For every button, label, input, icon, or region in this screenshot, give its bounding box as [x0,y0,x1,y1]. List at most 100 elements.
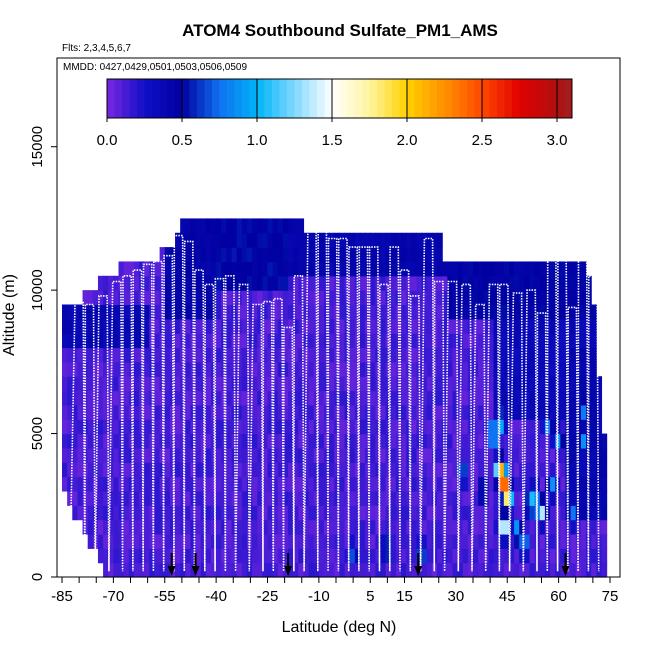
heatmap-cell [133,533,140,549]
heatmap-cell [103,505,109,521]
heatmap-cell [144,261,150,277]
heatmap-cell [591,505,597,521]
heatmap-cell [200,519,207,535]
heatmap-cell [375,562,382,578]
heatmap-cell [257,247,263,263]
heatmap-cell [72,333,79,349]
heatmap-cell [539,304,546,320]
heatmap-cell [113,476,120,492]
heatmap-cell [200,361,207,377]
heatmap-cell [252,261,258,277]
heatmap-cell [159,376,166,392]
heatmap-cell [380,419,387,435]
heatmap-cell [354,390,361,406]
heatmap-cell [303,433,310,449]
heatmap-cell [241,447,248,463]
heatmap-cell [293,404,299,420]
heatmap-cell [133,347,140,363]
heatmap-cell [406,275,412,291]
heatmap-cell [390,433,397,449]
heatmap-cell [339,318,346,334]
heatmap-cell [282,261,289,277]
heatmap-cell [508,361,515,377]
heatmap-cell [97,390,104,406]
heatmap-cell [308,247,315,263]
heatmap-cell [395,275,402,291]
heatmap-cell [190,519,197,535]
heatmap-cell [385,533,392,549]
heatmap-cell [97,290,104,306]
colorbar-segment [167,79,175,118]
heatmap-cell [344,476,351,492]
heatmap-cell [365,275,371,291]
colorbar-tick-label: 2.5 [472,132,493,149]
heatmap-cell [236,462,243,478]
heatmap-cell [447,318,454,334]
heatmap-cell [329,318,335,334]
heatmap-cell [195,261,202,277]
heatmap-cell [555,304,561,320]
heatmap-cell [246,404,253,420]
heatmap-cell [123,533,130,549]
heatmap-cell [277,490,284,506]
heatmap-cell [529,419,536,435]
heatmap-cell [180,261,186,277]
y-axis-label: Altitude (m) [1,274,18,356]
heatmap-cell [257,433,263,449]
heatmap-cell [97,275,104,291]
heatmap-cell [359,433,366,449]
heatmap-cell [231,347,238,363]
heatmap-cell [62,333,68,349]
heatmap-cell [544,318,551,334]
heatmap-cell [149,519,156,535]
heatmap-cell [159,462,166,478]
heatmap-cell [267,519,274,535]
heatmap-cell [282,490,289,506]
heatmap-cell [334,562,341,578]
heatmap-cell [401,304,407,320]
heatmap-cell [87,361,94,377]
heatmap-cell [133,519,140,535]
heatmap-cell [488,290,495,306]
heatmap-cell [272,347,279,363]
heatmap-cell [92,390,99,406]
heatmap-cell [133,433,140,449]
heatmap-cell [498,447,505,463]
heatmap-cell [277,433,284,449]
heatmap-cell [339,490,346,506]
heatmap-cell [519,433,525,449]
heatmap-cell [164,304,171,320]
heatmap-cell [298,275,305,291]
heatmap-cell [87,404,94,420]
heatmap-cell [544,404,551,420]
heatmap-cell [277,376,284,392]
heatmap-cell [503,447,510,463]
heatmap-cell [539,376,546,392]
heatmap-cell [226,548,233,564]
heatmap-cell [508,548,515,564]
heatmap-cell [329,548,335,564]
heatmap-cell [139,376,145,392]
heatmap-cell [92,376,99,392]
heatmap-cell [303,247,310,263]
heatmap-cell [508,519,515,535]
heatmap-cell [401,447,407,463]
heatmap-cell [503,304,510,320]
heatmap-cell [108,290,114,306]
heatmap-cell [318,261,325,277]
heatmap-cell [498,261,505,277]
heatmap-cell [154,419,161,435]
heatmap-cell [354,548,361,564]
heatmap-cell [282,347,289,363]
heatmap-cell [329,376,335,392]
heatmap-cell [390,562,397,578]
heatmap-cell [488,462,495,478]
heatmap-cell [493,275,500,291]
heatmap-cell [241,548,248,564]
heatmap-cell [164,347,171,363]
heatmap-cell [246,304,253,320]
heatmap-cell [401,562,407,578]
heatmap-cell [308,533,315,549]
heatmap-cell [210,247,217,263]
